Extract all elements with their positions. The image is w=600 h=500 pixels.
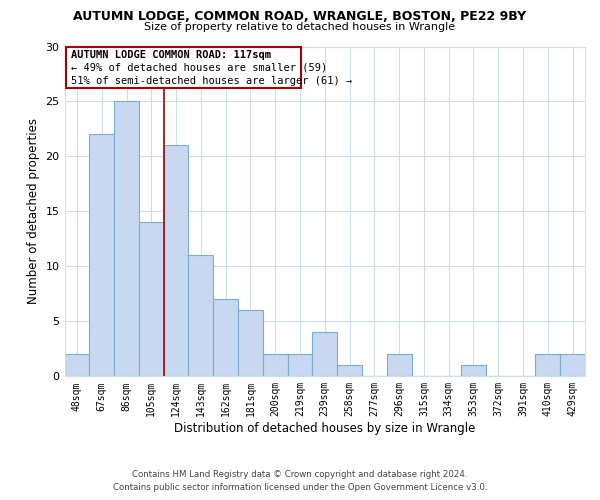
Text: AUTUMN LODGE COMMON ROAD: 117sqm: AUTUMN LODGE COMMON ROAD: 117sqm — [71, 50, 271, 60]
Bar — [461, 366, 486, 376]
Bar — [337, 366, 362, 376]
X-axis label: Distribution of detached houses by size in Wrangle: Distribution of detached houses by size … — [174, 422, 475, 435]
Bar — [387, 354, 412, 376]
Bar — [114, 102, 139, 376]
Text: Contains HM Land Registry data © Crown copyright and database right 2024.
Contai: Contains HM Land Registry data © Crown c… — [113, 470, 487, 492]
Bar — [89, 134, 114, 376]
Text: AUTUMN LODGE, COMMON ROAD, WRANGLE, BOSTON, PE22 9BY: AUTUMN LODGE, COMMON ROAD, WRANGLE, BOST… — [73, 10, 527, 23]
Bar — [238, 310, 263, 376]
Bar — [139, 222, 164, 376]
Bar — [287, 354, 313, 376]
Bar — [188, 256, 213, 376]
Bar — [213, 300, 238, 376]
Bar — [164, 146, 188, 376]
Bar — [313, 332, 337, 376]
FancyBboxPatch shape — [66, 46, 301, 88]
Y-axis label: Number of detached properties: Number of detached properties — [27, 118, 40, 304]
Text: ← 49% of detached houses are smaller (59): ← 49% of detached houses are smaller (59… — [71, 63, 327, 73]
Bar — [535, 354, 560, 376]
Bar — [263, 354, 287, 376]
Bar — [560, 354, 585, 376]
Bar — [65, 354, 89, 376]
Text: Size of property relative to detached houses in Wrangle: Size of property relative to detached ho… — [145, 22, 455, 32]
Text: 51% of semi-detached houses are larger (61) →: 51% of semi-detached houses are larger (… — [71, 76, 352, 86]
